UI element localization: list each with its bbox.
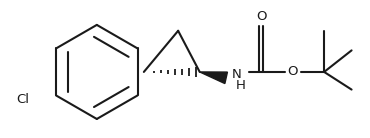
Text: Cl: Cl — [16, 93, 29, 106]
Text: H: H — [236, 79, 246, 92]
Text: O: O — [256, 10, 267, 23]
Text: O: O — [287, 65, 298, 78]
Text: N: N — [232, 68, 242, 81]
Polygon shape — [200, 72, 228, 83]
